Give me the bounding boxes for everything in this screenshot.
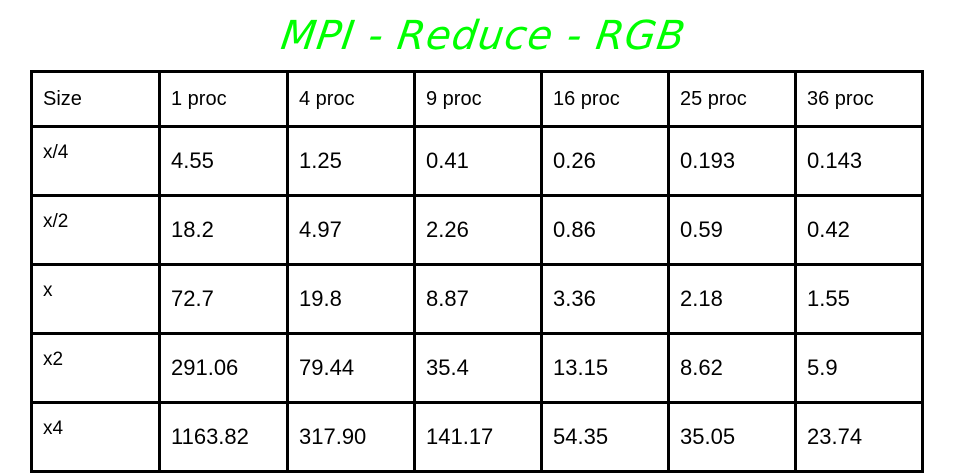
table-header-row: Size 1 proc 4 proc 9 proc 16 proc 25 pro…: [30, 70, 924, 128]
table-cell: 1.25: [286, 125, 416, 197]
table-cell: 8.62: [667, 332, 797, 404]
column-header-9-proc: 9 proc: [413, 70, 543, 128]
table-cell: 4.97: [286, 194, 416, 266]
table-cell: 291.06: [158, 332, 289, 404]
page-title: MPI - Reduce - RGB: [278, 13, 689, 59]
table-cell: 0.26: [540, 125, 670, 197]
row-header-size: x/4: [30, 125, 161, 197]
table-cell: 19.8: [286, 263, 416, 335]
column-header-25-proc: 25 proc: [667, 70, 797, 128]
table-cell: 2.26: [413, 194, 543, 266]
table-row: x/4 4.55 1.25 0.41 0.26 0.193 0.143: [30, 125, 924, 197]
row-header-size: x/2: [30, 194, 161, 266]
table-cell: 0.193: [667, 125, 797, 197]
table-cell: 79.44: [286, 332, 416, 404]
table-row: x 72.7 19.8 8.87 3.36 2.18 1.55: [30, 263, 924, 335]
table-cell: 0.42: [794, 194, 924, 266]
table-cell: 72.7: [158, 263, 289, 335]
column-header-36-proc: 36 proc: [794, 70, 924, 128]
column-header-1-proc: 1 proc: [158, 70, 289, 128]
column-header-size: Size: [30, 70, 161, 128]
row-header-size: x2: [30, 332, 161, 404]
table-cell: 5.9: [794, 332, 924, 404]
table-row: x2 291.06 79.44 35.4 13.15 8.62 5.9: [30, 332, 924, 404]
row-header-size: x: [30, 263, 161, 335]
table-cell: 0.59: [667, 194, 797, 266]
table-cell: 4.55: [158, 125, 289, 197]
column-header-16-proc: 16 proc: [540, 70, 670, 128]
table-cell: 8.87: [413, 263, 543, 335]
table-row: x/2 18.2 4.97 2.26 0.86 0.59 0.42: [30, 194, 924, 266]
table-cell: 35.4: [413, 332, 543, 404]
table-cell: 3.36: [540, 263, 670, 335]
table-cell: 0.41: [413, 125, 543, 197]
column-header-4-proc: 4 proc: [286, 70, 416, 128]
table-cell: 13.15: [540, 332, 670, 404]
table-cell: 0.86: [540, 194, 670, 266]
table-cell: 18.2: [158, 194, 289, 266]
table-cell: 1.55: [794, 263, 924, 335]
table-cell: 2.18: [667, 263, 797, 335]
table-cell: 0.143: [794, 125, 924, 197]
